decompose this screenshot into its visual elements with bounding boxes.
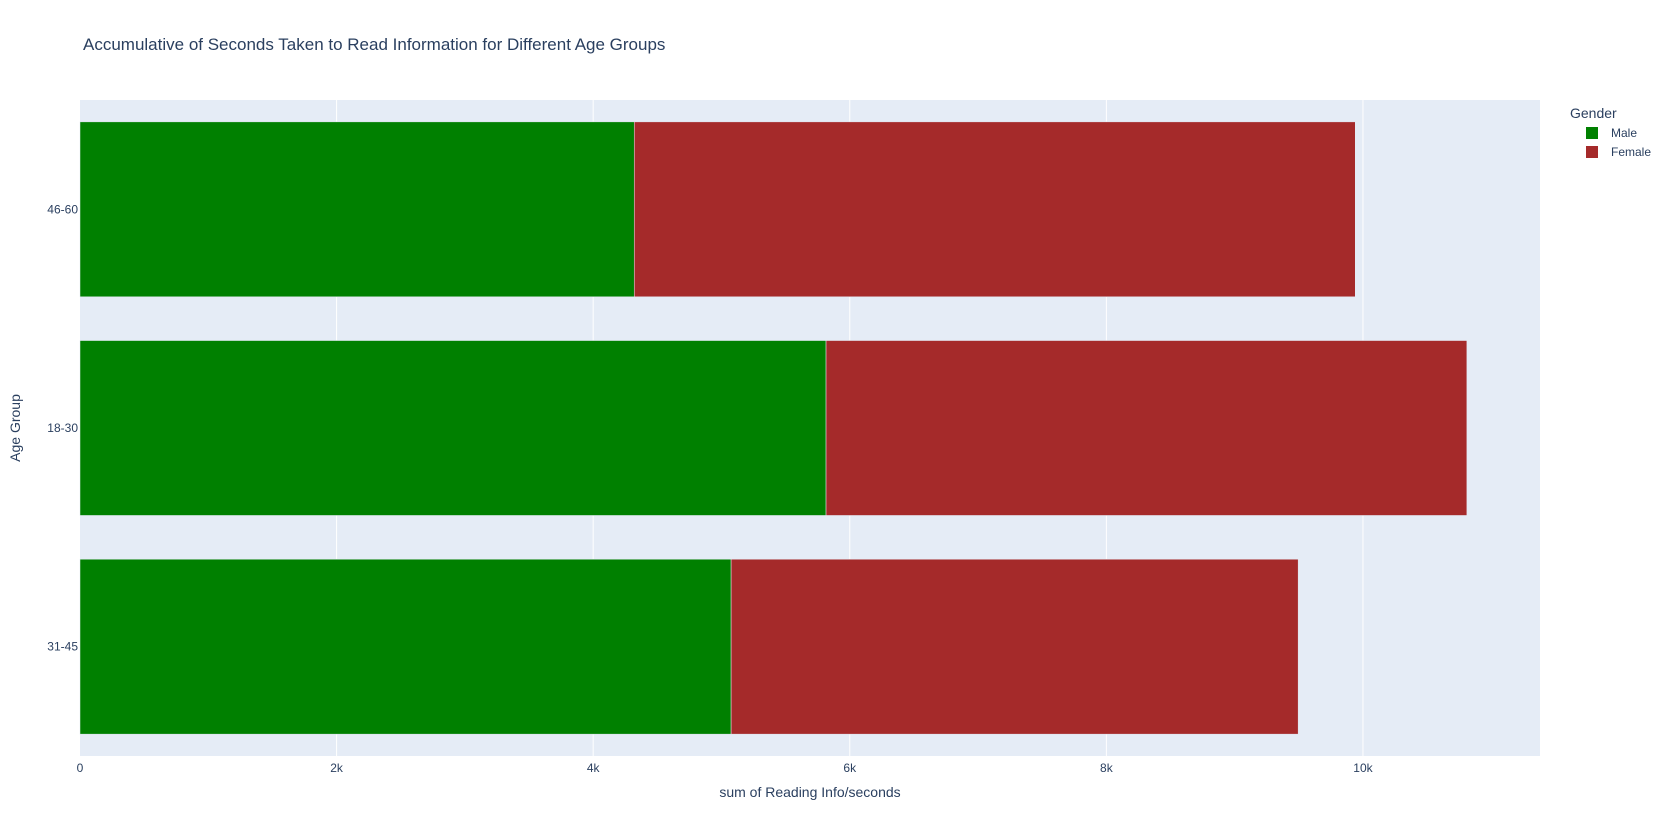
y-tick-label: 18-30 bbox=[47, 421, 78, 435]
x-tick-label: 10k bbox=[1353, 761, 1373, 775]
x-tick-label: 2k bbox=[330, 761, 344, 775]
y-tick-label: 31-45 bbox=[47, 640, 78, 654]
legend-label-male: Male bbox=[1611, 126, 1637, 140]
chart-title: Accumulative of Seconds Taken to Read In… bbox=[83, 35, 665, 54]
bar-male-18-30 bbox=[79, 340, 827, 516]
x-tick-label: 8k bbox=[1100, 761, 1114, 775]
x-axis-title: sum of Reading Info/seconds bbox=[719, 784, 900, 800]
y-axis-ticks: 31-45 18-30 46-60 bbox=[47, 202, 78, 653]
bars bbox=[79, 121, 1468, 735]
bar-female-46-60 bbox=[633, 121, 1356, 298]
x-tick-label: 4k bbox=[587, 761, 601, 775]
x-axis-ticks: 0 2k 4k 6k 8k 10k bbox=[77, 761, 1374, 775]
y-axis-title: Age Group bbox=[7, 394, 23, 462]
bar-female-31-45 bbox=[730, 558, 1299, 735]
legend-swatch-male bbox=[1586, 127, 1598, 139]
legend-title: Gender bbox=[1570, 105, 1617, 121]
bar-female-18-30 bbox=[825, 340, 1468, 516]
legend: Gender Male Female bbox=[1570, 105, 1651, 159]
bar-male-46-60 bbox=[79, 121, 635, 298]
legend-label-female: Female bbox=[1611, 145, 1651, 159]
bar-male-31-45 bbox=[79, 558, 732, 735]
legend-swatch-female bbox=[1586, 146, 1598, 158]
x-tick-label: 6k bbox=[843, 761, 857, 775]
y-tick-label: 46-60 bbox=[47, 202, 78, 216]
x-tick-label: 0 bbox=[77, 761, 84, 775]
